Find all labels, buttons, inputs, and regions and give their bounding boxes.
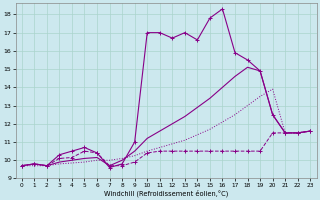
X-axis label: Windchill (Refroidissement éolien,°C): Windchill (Refroidissement éolien,°C) — [104, 189, 228, 197]
